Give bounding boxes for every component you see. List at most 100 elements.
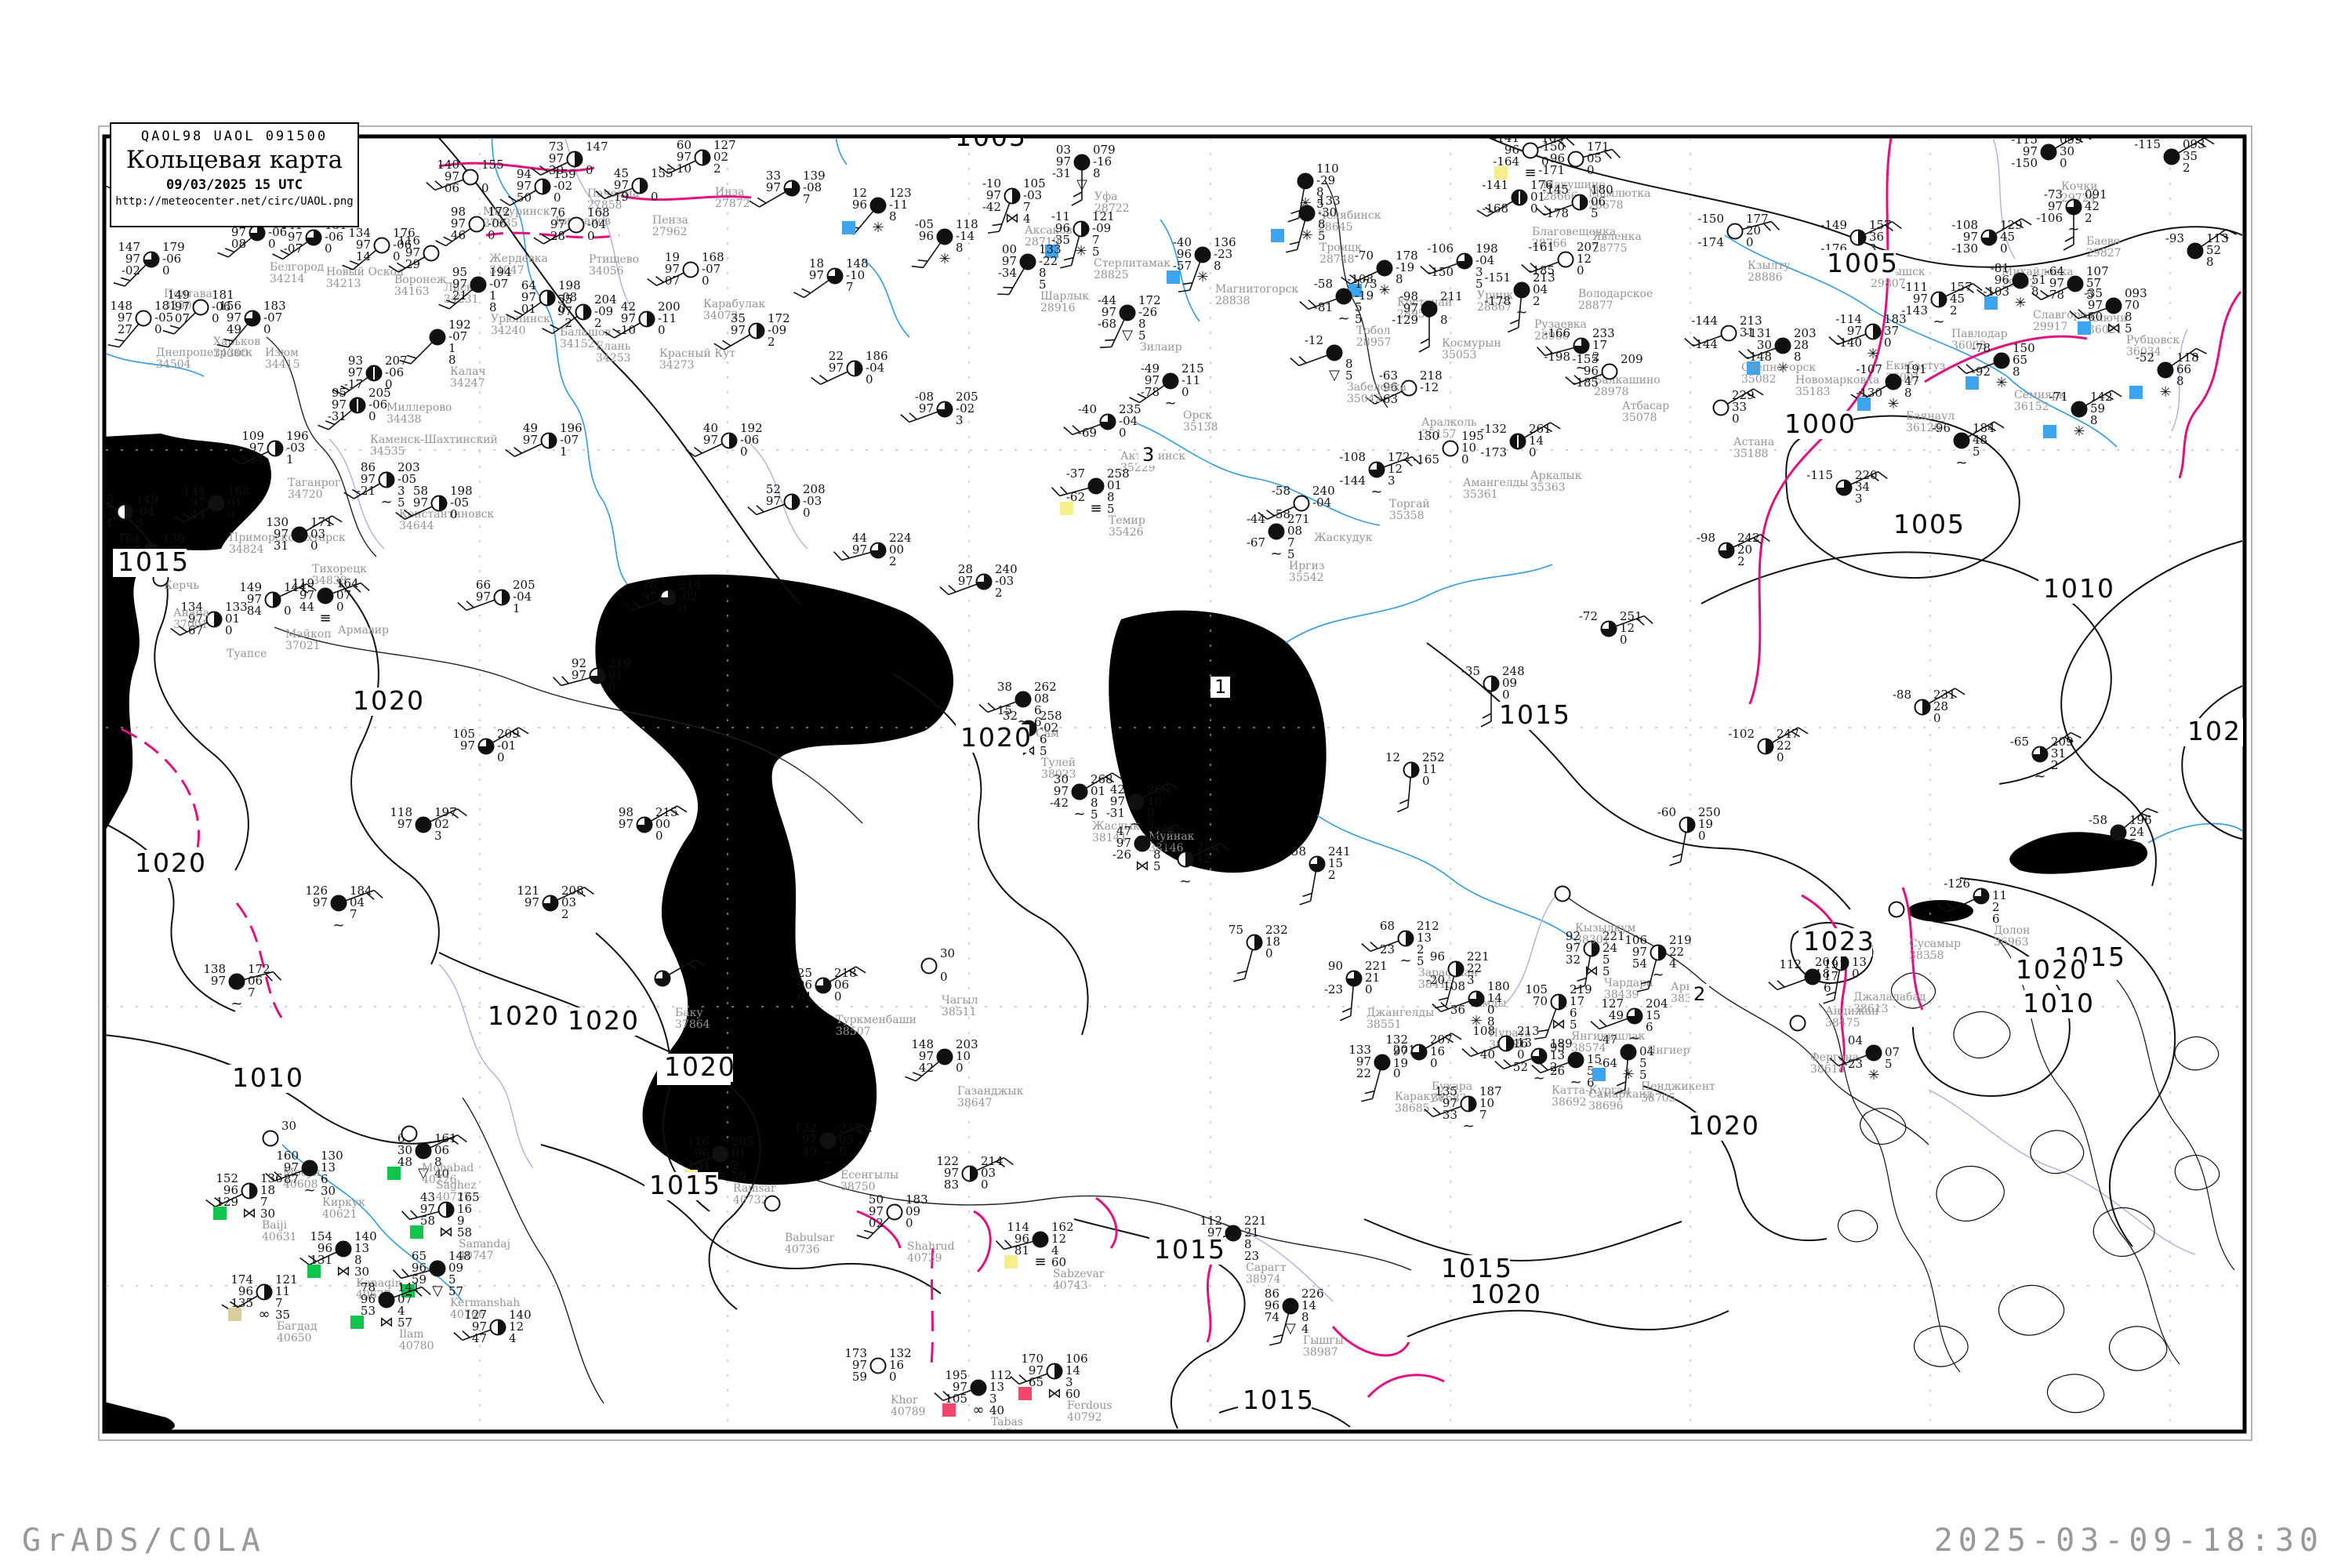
station-value: 30 xyxy=(940,946,955,960)
wind-barb xyxy=(346,889,383,902)
station-value: 148 xyxy=(448,1249,471,1263)
station-value: -150 xyxy=(1697,212,1724,226)
wind-barb xyxy=(217,237,252,258)
station-value: -23 xyxy=(1844,1057,1863,1071)
station-value: 30 xyxy=(260,1207,275,1221)
station-value: -23 xyxy=(1214,247,1232,261)
station-value: 154 xyxy=(310,1229,332,1243)
station-value: 12 xyxy=(1577,252,1592,266)
station-name: Явленка xyxy=(1592,230,1642,243)
station-value: 8 xyxy=(1093,166,1101,180)
station-value: 8 xyxy=(1318,217,1326,231)
station-value: 8 xyxy=(1147,806,1155,820)
station-value: 52 xyxy=(1513,1060,1528,1074)
wind-barb xyxy=(1060,236,1080,269)
station-value: 06 xyxy=(834,978,849,992)
station-value: 106 xyxy=(1624,933,1647,947)
station-value: 49 xyxy=(802,1145,817,1159)
station-value: 96 xyxy=(1177,247,1192,261)
station-value: 3 xyxy=(956,413,964,427)
wx-symbol-mist: ~ xyxy=(1399,953,1411,969)
station-value: 203 xyxy=(1794,326,1817,340)
station-name: Рузаевка xyxy=(1534,318,1587,331)
cloud-cover-circle xyxy=(712,1145,729,1163)
wind-barb xyxy=(457,599,495,612)
station-value: 132 xyxy=(889,1346,912,1360)
station-value: 31 xyxy=(274,539,289,553)
station-value: 97 xyxy=(227,310,241,325)
wx-symbol-drift: ⋈ xyxy=(242,1205,256,1221)
isobar-label-gap xyxy=(113,549,187,577)
isobar-label: 1020 xyxy=(2016,954,2088,985)
station-name: Saghez xyxy=(436,1179,477,1192)
cloud-cover-circle xyxy=(415,816,432,833)
wx-symbol-shower: ▽ xyxy=(1122,327,1133,343)
station-value: -16 xyxy=(1093,154,1112,169)
wx-symbol-snow: ✳ xyxy=(1777,360,1788,376)
station-value: -166 xyxy=(1544,326,1570,340)
station-value: -107 xyxy=(1856,362,1882,376)
station-value: 2 xyxy=(1992,900,2000,914)
station-value: 96 xyxy=(1383,380,1398,394)
station-value: -132 xyxy=(1480,422,1507,436)
station-value: 06 xyxy=(445,181,459,195)
station-value: 01 xyxy=(521,302,536,316)
station-value: 198 xyxy=(558,278,581,292)
wind-barb xyxy=(113,264,147,287)
station-value: 125 xyxy=(789,966,812,980)
station-value: 14 xyxy=(1529,434,1544,448)
station-name: Жаскудук xyxy=(1314,532,1373,544)
station-value: 159 xyxy=(554,167,576,181)
station-value: 134 xyxy=(348,226,371,240)
wind-barb xyxy=(1178,262,1201,293)
station-value: 248 xyxy=(1502,664,1525,678)
station-name: Красный Кут xyxy=(659,347,735,360)
station-value: 0 xyxy=(1577,263,1584,278)
station-value: 198 xyxy=(450,484,473,498)
station-value: 5 xyxy=(2086,288,2094,302)
wind-barb xyxy=(1396,777,1411,813)
station-value: 97 xyxy=(1963,230,1978,244)
station-value: 0 xyxy=(834,989,842,1004)
station-value: 0 xyxy=(1698,829,1706,843)
station-index: 35082 xyxy=(1741,373,1777,386)
station-plot: ✳108361801408Нурата38565 xyxy=(1432,979,1531,1051)
station-value: 2 xyxy=(1328,868,1336,882)
station-value: -140 xyxy=(1835,336,1862,350)
station-value: 97 xyxy=(684,88,699,102)
station-value: 207 xyxy=(385,354,408,368)
station-value: 174 xyxy=(230,1272,253,1287)
wind-barb xyxy=(1476,201,1513,217)
cloud-cover-circle xyxy=(415,1142,432,1160)
map-border xyxy=(102,134,2247,1434)
station-value: 2 xyxy=(731,1158,739,1172)
station-value: 47 xyxy=(1116,824,1131,838)
station-value: 7 xyxy=(350,907,358,921)
station-name: Sabzevar xyxy=(1053,1268,1105,1280)
station-value: 240 xyxy=(995,562,1018,576)
station-value: 8 xyxy=(489,300,497,314)
station-value: 0 xyxy=(368,409,376,423)
station-index: 40747 xyxy=(459,1250,494,1262)
station-value: 04 xyxy=(1848,1033,1863,1047)
cloud-cover-circle xyxy=(1953,432,1970,449)
station-value: 6 xyxy=(1646,1020,1653,1034)
lake-issyk-kul xyxy=(1907,900,1973,922)
station-value: 233 xyxy=(1592,326,1615,340)
wind-barb xyxy=(685,443,723,458)
precip-square xyxy=(1494,166,1508,180)
isobar-label-gap xyxy=(1798,928,1872,956)
station-value: 58 xyxy=(457,1225,472,1240)
station-value: 221 xyxy=(1365,959,1388,973)
station-value: 7 xyxy=(1092,233,1100,247)
station-value: -40 xyxy=(1173,235,1192,249)
station-index: 34535 xyxy=(370,445,405,458)
station-value: 187 xyxy=(1479,1084,1502,1098)
station-index: 34438 xyxy=(387,413,422,426)
